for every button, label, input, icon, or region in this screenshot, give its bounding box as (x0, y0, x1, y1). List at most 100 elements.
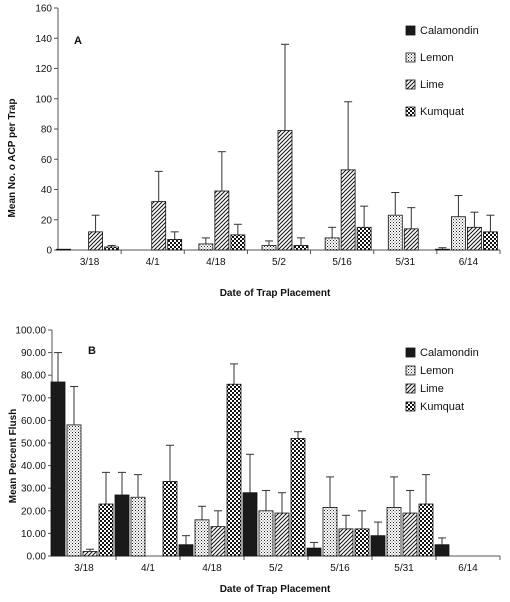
bar-lemon (198, 243, 214, 251)
x-tick-label: 6/14 (459, 257, 479, 268)
legend-label-lime: Lime (420, 79, 444, 91)
x-tick-label: 5/16 (332, 257, 352, 268)
bar-calamondin (178, 544, 194, 557)
y-tick-label: 100 (35, 94, 52, 105)
bar-calamondin (306, 547, 322, 557)
legend-swatch-lemon (405, 365, 416, 376)
bar-lemon (258, 510, 274, 557)
y-tick-label: 50.00 (21, 439, 46, 450)
bar-lime (82, 551, 98, 557)
bar-lime (340, 169, 356, 251)
legend-swatch-kumquat (405, 401, 416, 412)
y-tick-label: 100.00 (15, 326, 46, 337)
bar-lemon (387, 214, 403, 251)
bar-lemon (386, 507, 402, 557)
x-tick-label: 3/18 (80, 257, 100, 268)
bar-lime (467, 226, 482, 251)
y-axis-title-a: Mean No. o ACP per Trap (7, 99, 18, 218)
bar-kumquat (290, 438, 306, 557)
bar-lime (274, 512, 290, 557)
y-tick-label: 90.00 (21, 348, 46, 359)
x-axis-title-b: Date of Trap Placement (220, 584, 331, 595)
x-tick-label: 5/2 (272, 257, 286, 268)
y-tick-label: 20.00 (21, 506, 46, 517)
bar-kumquat (293, 245, 309, 251)
y-tick-label: 80.00 (21, 371, 46, 382)
bar-lime (214, 190, 230, 251)
bar-calamondin (114, 494, 130, 557)
bar-kumquat (230, 234, 246, 251)
legend-b: Calamondin Lemon Lime Kumquat (405, 347, 479, 413)
bar-calamondin (434, 544, 450, 557)
x-tick-label: 4/1 (141, 563, 155, 574)
bar-lemon (130, 496, 146, 557)
legend-swatch-lime (405, 383, 416, 394)
y-axis-title-b: Mean Percent Flush (8, 409, 19, 503)
x-tick-label: 3/18 (74, 563, 94, 574)
plot-area-b: 0.00 10.00 20.00 30.00 40.00 50.00 60.00 70.00 8… (15, 326, 501, 574)
y-tick-label: 60 (41, 155, 53, 166)
bar-kumquat (354, 528, 370, 557)
bar-lemon (66, 424, 82, 557)
bar-lemon (324, 237, 340, 251)
y-tick-label: 0.00 (27, 552, 47, 563)
y-tick-label: 40 (41, 185, 53, 196)
bar-lime (210, 526, 226, 557)
x-tick-label: 5/16 (330, 563, 350, 574)
y-tick-label: 20 (41, 215, 53, 226)
x-tick-label: 5/2 (269, 563, 283, 574)
bar-calamondin (242, 492, 258, 557)
legend-label-calamondin: Calamondin (420, 25, 479, 37)
bar-calamondin (50, 381, 66, 557)
y-tick-label: 0 (46, 246, 52, 257)
x-axis-title-a: Date of Trap Placement (220, 288, 331, 299)
bar-kumquat (104, 246, 119, 251)
bar-lemon (194, 519, 210, 557)
bar-kumquat (167, 239, 183, 251)
bar-calamondin (370, 535, 386, 557)
chart-a: A Mean No. o ACP per Trap Date of Trap P… (7, 4, 501, 299)
x-tick-label: 4/1 (146, 257, 160, 268)
legend-label-kumquat: Kumquat (420, 106, 464, 118)
panel-label-b: B (88, 345, 96, 357)
legend-swatch-lime (405, 79, 416, 90)
bar-kumquat (226, 383, 242, 557)
legend-label-lemon: Lemon (420, 365, 454, 377)
x-tick-label: 5/31 (394, 563, 414, 574)
bar-lime (88, 231, 103, 251)
x-tick-label: 6/14 (458, 563, 478, 574)
bar-lemon (451, 216, 466, 251)
bar-kumquat (418, 503, 434, 557)
legend-label-calamondin: Calamondin (420, 347, 479, 359)
y-tick-label: 70.00 (21, 393, 46, 404)
legend-label-kumquat: Kumquat (420, 401, 464, 413)
bar-kumquat (98, 503, 114, 557)
legend-swatch-calamondin (405, 347, 416, 358)
y-tick-label: 140 (35, 34, 52, 45)
x-tick-label: 4/18 (202, 563, 222, 574)
legend-swatch-kumquat (405, 106, 416, 117)
bar-kumquat (162, 481, 178, 557)
bar-lemon (261, 245, 277, 251)
bar-lime (277, 130, 293, 251)
y-tick-label: 60.00 (21, 416, 46, 427)
legend-label-lime: Lime (420, 383, 444, 395)
bar-lime (338, 528, 354, 557)
y-tick-label: 120 (35, 64, 52, 75)
y-tick-label: 40.00 (21, 461, 46, 472)
y-tick-label: 30.00 (21, 484, 46, 495)
bar-calamondin (435, 248, 450, 251)
x-tick-label: 5/31 (396, 257, 416, 268)
bar-kumquat (483, 231, 498, 251)
panel-label-a: A (74, 35, 82, 47)
legend-swatch-lemon (405, 52, 416, 63)
legend-label-lemon: Lemon (420, 52, 454, 64)
bar-calamondin (56, 248, 71, 251)
bar-lemon (322, 507, 338, 557)
y-tick-label: 80 (41, 125, 53, 136)
y-tick-label: 10.00 (21, 529, 46, 540)
bar-lime (403, 228, 419, 251)
bar-kumquat (356, 226, 372, 251)
